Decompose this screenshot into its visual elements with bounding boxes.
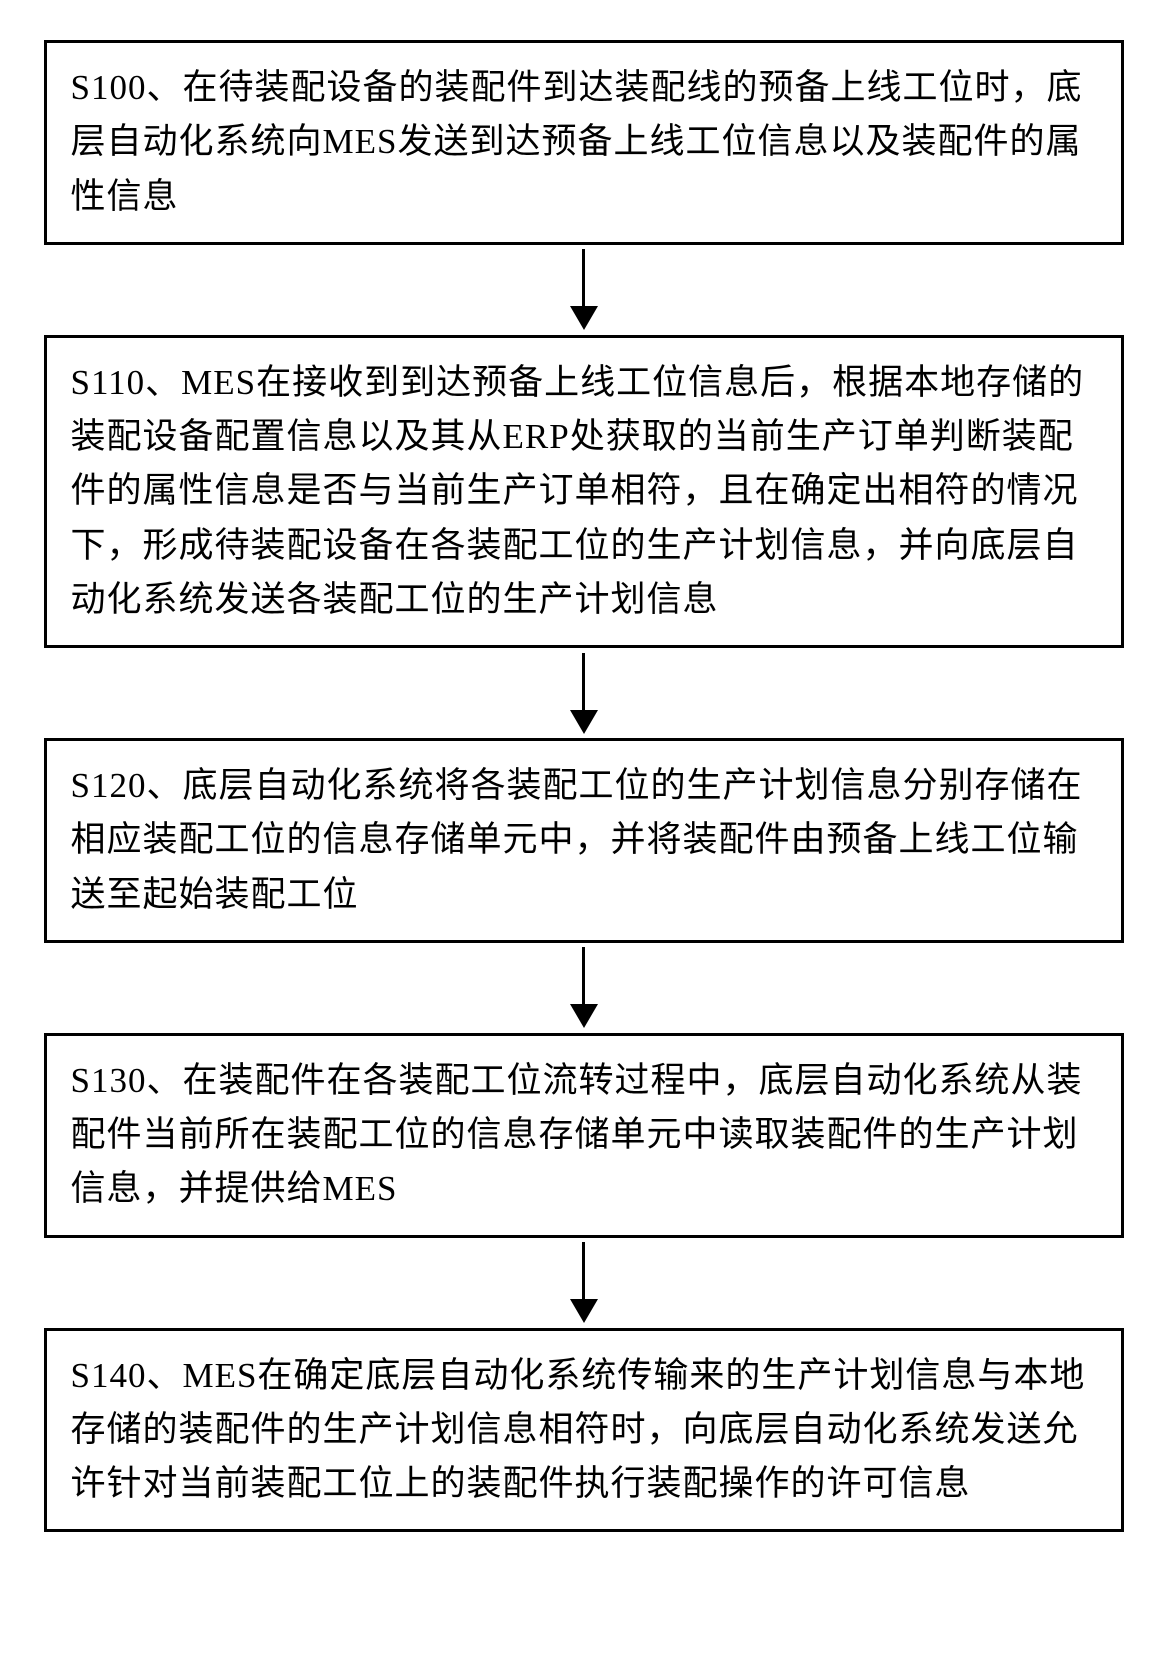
node-text: S100、在待装配设备的装配件到达装配线的预备上线工位时，底层自动化系统向MES… xyxy=(71,68,1083,216)
arrow-head-icon xyxy=(570,1299,598,1323)
arrow-line xyxy=(582,947,585,1005)
flowchart-node-s120: S120、底层自动化系统将各装配工位的生产计划信息分别存储在相应装配工位的信息存… xyxy=(44,738,1124,943)
arrow-line xyxy=(582,653,585,711)
flowchart-container: S100、在待装配设备的装配件到达装配线的预备上线工位时，底层自动化系统向MES… xyxy=(30,40,1137,1532)
node-text: S120、底层自动化系统将各装配工位的生产计划信息分别存储在相应装配工位的信息存… xyxy=(71,766,1083,914)
node-text: S140、MES在确定底层自动化系统传输来的生产计划信息与本地存储的装配件的生产… xyxy=(71,1356,1086,1504)
flowchart-node-s110: S110、MES在接收到到达预备上线工位信息后，根据本地存储的装配设备配置信息以… xyxy=(44,335,1124,648)
arrow-line xyxy=(582,249,585,307)
arrow-line xyxy=(582,1242,585,1300)
arrow-head-icon xyxy=(570,1004,598,1028)
flowchart-node-s140: S140、MES在确定底层自动化系统传输来的生产计划信息与本地存储的装配件的生产… xyxy=(44,1328,1124,1533)
arrow-head-icon xyxy=(570,306,598,330)
flowchart-node-s130: S130、在装配件在各装配工位流转过程中，底层自动化系统从装配件当前所在装配工位… xyxy=(44,1033,1124,1238)
flowchart-arrow xyxy=(570,245,598,335)
flowchart-arrow xyxy=(570,943,598,1033)
flowchart-node-s100: S100、在待装配设备的装配件到达装配线的预备上线工位时，底层自动化系统向MES… xyxy=(44,40,1124,245)
node-text: S110、MES在接收到到达预备上线工位信息后，根据本地存储的装配设备配置信息以… xyxy=(71,363,1085,619)
flowchart-arrow xyxy=(570,648,598,738)
flowchart-arrow xyxy=(570,1238,598,1328)
arrow-head-icon xyxy=(570,710,598,734)
node-text: S130、在装配件在各装配工位流转过程中，底层自动化系统从装配件当前所在装配工位… xyxy=(71,1061,1083,1209)
